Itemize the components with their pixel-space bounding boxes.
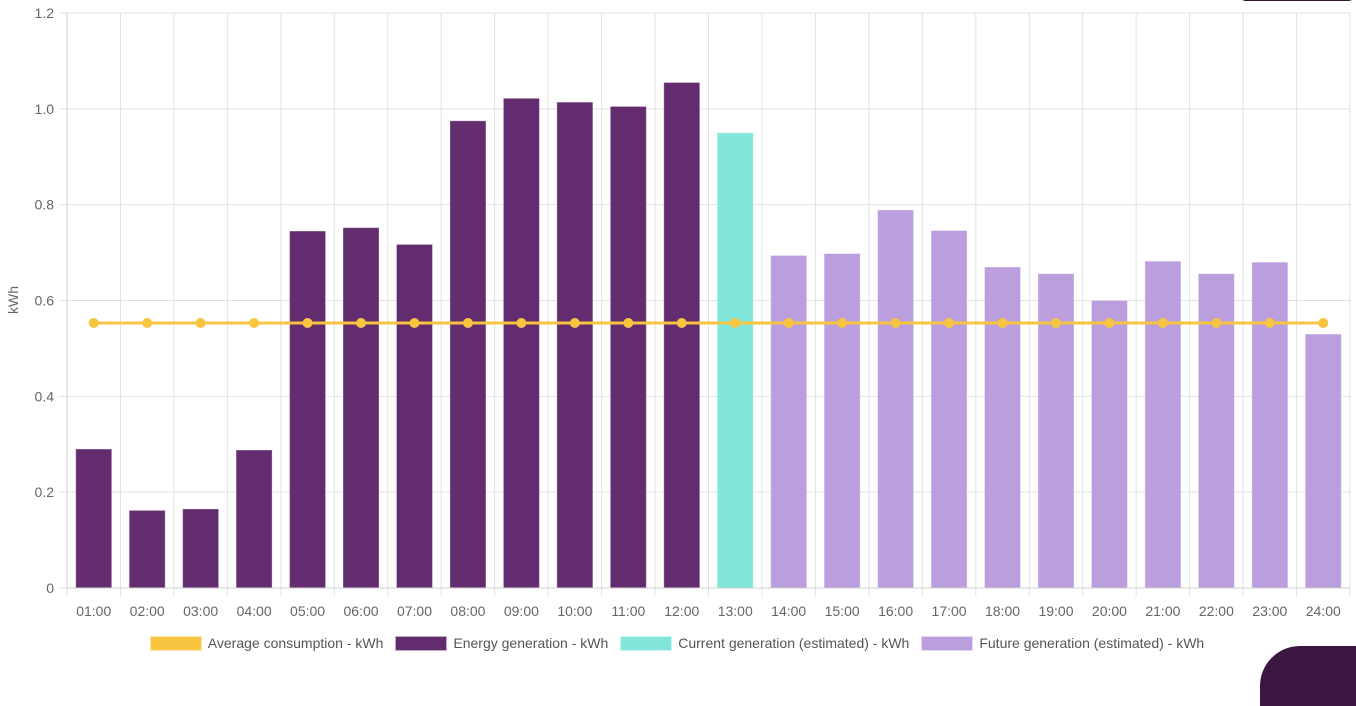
- x-tick-label: 15:00: [825, 603, 860, 619]
- line-point[interactable]: [944, 318, 955, 329]
- x-tick-label: 18:00: [985, 603, 1020, 619]
- x-tick-label: 03:00: [183, 603, 218, 619]
- line-point[interactable]: [569, 318, 580, 329]
- bar[interactable]: [502, 97, 540, 589]
- line-point[interactable]: [142, 318, 153, 329]
- line-point[interactable]: [1157, 318, 1168, 329]
- line-point[interactable]: [1318, 318, 1329, 329]
- x-tick-label: 07:00: [397, 603, 432, 619]
- x-tick-label: 17:00: [932, 603, 967, 619]
- line-point[interactable]: [249, 318, 260, 329]
- y-axis-label: kWh: [5, 286, 21, 314]
- y-tick-label: 0.6: [35, 293, 55, 309]
- line-point[interactable]: [1264, 318, 1275, 329]
- legend-swatch: [921, 635, 974, 651]
- x-tick-label: 21:00: [1145, 603, 1180, 619]
- legend-item[interactable]: Future generation (estimated) - kWh: [921, 635, 1204, 651]
- x-tick-label: 04:00: [237, 603, 272, 619]
- legend-swatch: [149, 635, 202, 651]
- line-point[interactable]: [88, 318, 99, 329]
- line-point[interactable]: [676, 318, 687, 329]
- line-point[interactable]: [623, 318, 634, 329]
- bar[interactable]: [556, 101, 594, 589]
- legend-label: Current generation (estimated) - kWh: [678, 635, 910, 651]
- consumption-line: [88, 318, 1329, 329]
- x-tick-label: 19:00: [1038, 603, 1073, 619]
- x-tick-label: 14:00: [771, 603, 806, 619]
- bar[interactable]: [823, 253, 861, 589]
- line-point[interactable]: [837, 318, 848, 329]
- legend-item[interactable]: Average consumption - kWh: [149, 635, 384, 651]
- x-tick-label: 08:00: [450, 603, 485, 619]
- axes: 0 0.2 0.4 0.6 0.8 1.0 1.2 01:00 02:00 03:00 04:00 0…: [35, 5, 1350, 619]
- line-point[interactable]: [997, 318, 1008, 329]
- line-point[interactable]: [730, 318, 741, 329]
- x-tick-label: 11:00: [611, 603, 645, 619]
- bar[interactable]: [716, 132, 754, 589]
- x-tick-label: 06:00: [343, 603, 378, 619]
- x-tick-label: 01:00: [76, 603, 111, 619]
- chart-legend: Average consumption - kWh Energy generati…: [0, 632, 1356, 654]
- legend-label: Energy generation - kWh: [453, 635, 609, 651]
- x-tick-label: 23:00: [1252, 603, 1287, 619]
- y-tick-label: 0.2: [35, 484, 55, 500]
- bar[interactable]: [395, 243, 433, 589]
- legend-swatch: [620, 635, 673, 651]
- line-point[interactable]: [195, 318, 206, 329]
- x-tick-label: 22:00: [1199, 603, 1234, 619]
- line-point[interactable]: [1104, 318, 1115, 329]
- y-tick-label: 0.8: [35, 197, 55, 213]
- x-tick-label: 16:00: [878, 603, 913, 619]
- bar[interactable]: [1090, 300, 1128, 589]
- line-point[interactable]: [890, 318, 901, 329]
- bar[interactable]: [770, 254, 808, 589]
- x-tick-label: 20:00: [1092, 603, 1127, 619]
- bar[interactable]: [182, 508, 220, 589]
- line-point[interactable]: [783, 318, 794, 329]
- x-tick-label: 05:00: [290, 603, 325, 619]
- x-tick-label: 09:00: [504, 603, 539, 619]
- legend-label: Average consumption - kWh: [207, 635, 384, 651]
- legend-item[interactable]: Energy generation - kWh: [395, 635, 608, 651]
- line-point[interactable]: [409, 318, 420, 329]
- legend-item[interactable]: Current generation (estimated) - kWh: [620, 635, 909, 651]
- bar[interactable]: [1251, 261, 1289, 589]
- bars: [75, 81, 1342, 589]
- x-tick-label: 24:00: [1306, 603, 1341, 619]
- bar[interactable]: [449, 120, 487, 589]
- grid-lines: [59, 12, 1351, 596]
- bar[interactable]: [289, 230, 327, 589]
- bar[interactable]: [235, 449, 273, 589]
- legend-swatch: [395, 635, 448, 651]
- line-point[interactable]: [1211, 318, 1222, 329]
- y-tick-label: 1.0: [35, 101, 55, 117]
- x-tick-label: 12:00: [664, 603, 699, 619]
- x-tick-label: 02:00: [130, 603, 165, 619]
- bottom-right-chat-button[interactable]: [1260, 646, 1356, 706]
- x-tick-label: 13:00: [718, 603, 753, 619]
- bar[interactable]: [1304, 333, 1342, 589]
- bar[interactable]: [984, 266, 1022, 589]
- line-point[interactable]: [516, 318, 527, 329]
- energy-chart: 0 0.2 0.4 0.6 0.8 1.0 1.2 01:00 02:00 03:00 04:00 0…: [5, 5, 1351, 619]
- top-right-edge-button[interactable]: [1238, 0, 1356, 1]
- line-point[interactable]: [462, 318, 473, 329]
- bar[interactable]: [75, 448, 113, 589]
- line-point[interactable]: [302, 318, 313, 329]
- bar[interactable]: [128, 509, 166, 589]
- bar[interactable]: [609, 105, 647, 589]
- y-tick-label: 1.2: [35, 5, 55, 21]
- y-tick-label: 0: [46, 580, 54, 596]
- bar[interactable]: [663, 81, 701, 589]
- line-point[interactable]: [1050, 318, 1061, 329]
- bar[interactable]: [930, 230, 968, 589]
- bar[interactable]: [877, 209, 915, 589]
- bar[interactable]: [1144, 260, 1182, 589]
- x-tick-label: 10:00: [557, 603, 592, 619]
- y-tick-label: 0.4: [35, 388, 55, 404]
- bar[interactable]: [342, 227, 380, 589]
- line-point[interactable]: [356, 318, 367, 329]
- legend-label: Future generation (estimated) - kWh: [979, 635, 1205, 651]
